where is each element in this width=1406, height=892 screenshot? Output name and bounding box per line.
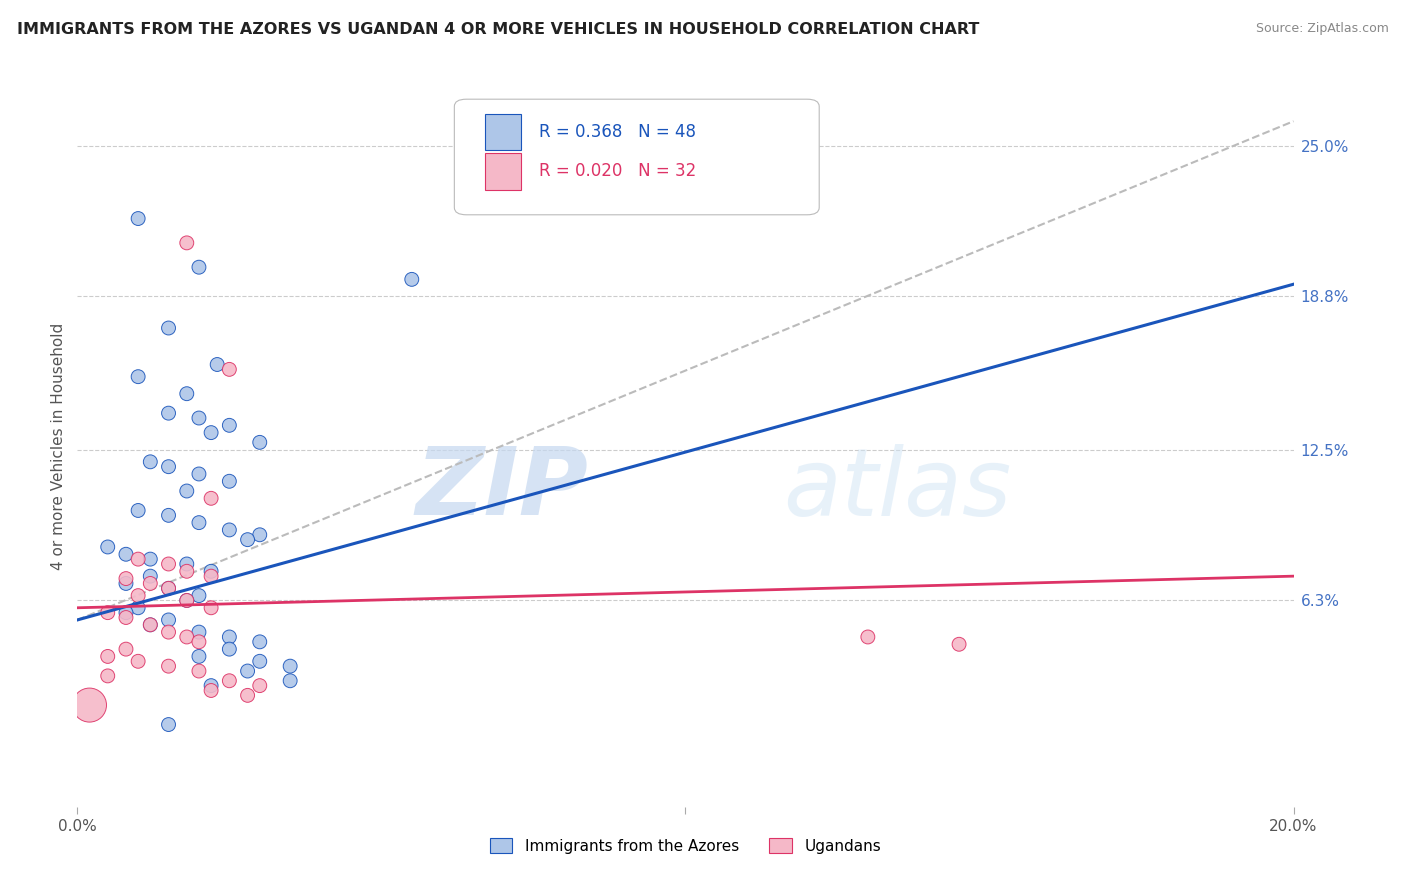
Text: IMMIGRANTS FROM THE AZORES VS UGANDAN 4 OR MORE VEHICLES IN HOUSEHOLD CORRELATIO: IMMIGRANTS FROM THE AZORES VS UGANDAN 4 … <box>17 22 979 37</box>
Point <box>188 635 211 649</box>
Point <box>127 503 149 517</box>
Point <box>205 358 228 372</box>
Point <box>115 642 138 657</box>
Point <box>188 625 211 640</box>
Point <box>127 654 149 668</box>
Point <box>157 582 180 596</box>
Point <box>856 630 879 644</box>
Point <box>139 455 162 469</box>
Point <box>139 569 162 583</box>
Point <box>139 552 162 566</box>
Point <box>115 547 138 561</box>
Point <box>176 235 198 250</box>
Point <box>157 321 180 335</box>
Point <box>176 386 198 401</box>
Point <box>157 625 180 640</box>
Point <box>127 369 149 384</box>
Point <box>157 613 180 627</box>
Point <box>200 679 222 693</box>
Point <box>218 418 240 433</box>
Point <box>218 642 240 657</box>
Point <box>200 425 222 440</box>
Point <box>79 698 101 712</box>
Point <box>249 635 271 649</box>
Point <box>188 411 211 425</box>
Point <box>97 606 120 620</box>
Point <box>176 564 198 578</box>
Point <box>249 654 271 668</box>
Point <box>115 576 138 591</box>
Point <box>97 540 120 554</box>
Point <box>218 673 240 688</box>
Bar <box>485 153 522 189</box>
Point <box>249 435 271 450</box>
Point <box>188 664 211 678</box>
Point <box>236 689 259 703</box>
Point <box>948 637 970 651</box>
Point <box>176 593 198 607</box>
Point <box>127 600 149 615</box>
Point <box>97 649 120 664</box>
Text: atlas: atlas <box>783 444 1011 535</box>
Point <box>200 600 222 615</box>
Point <box>115 606 138 620</box>
Point <box>176 483 198 498</box>
Point <box>127 589 149 603</box>
Point <box>200 491 222 506</box>
Point <box>188 649 211 664</box>
Point <box>278 659 301 673</box>
Point <box>157 508 180 523</box>
FancyBboxPatch shape <box>454 99 820 215</box>
Point <box>176 557 198 571</box>
Point <box>176 593 198 607</box>
Point <box>115 610 138 624</box>
Point <box>139 617 162 632</box>
Point <box>218 523 240 537</box>
Point <box>127 552 149 566</box>
Text: ZIP: ZIP <box>415 443 588 535</box>
Point <box>249 528 271 542</box>
Point <box>176 630 198 644</box>
Point <box>278 673 301 688</box>
Point <box>188 589 211 603</box>
Bar <box>485 113 522 150</box>
Point <box>157 717 180 731</box>
Point <box>127 211 149 226</box>
Point <box>218 630 240 644</box>
Point <box>236 664 259 678</box>
Point <box>188 516 211 530</box>
Point <box>157 582 180 596</box>
Point <box>236 533 259 547</box>
Text: Source: ZipAtlas.com: Source: ZipAtlas.com <box>1256 22 1389 36</box>
Text: R = 0.020   N = 32: R = 0.020 N = 32 <box>540 162 697 180</box>
Point <box>157 659 180 673</box>
Point <box>157 406 180 420</box>
Point <box>218 362 240 376</box>
Point <box>115 572 138 586</box>
Text: R = 0.368   N = 48: R = 0.368 N = 48 <box>540 123 696 141</box>
Point <box>218 475 240 489</box>
Y-axis label: 4 or more Vehicles in Household: 4 or more Vehicles in Household <box>51 322 66 570</box>
Point <box>188 467 211 481</box>
Point <box>200 683 222 698</box>
Point <box>200 564 222 578</box>
Point <box>249 679 271 693</box>
Point <box>200 569 222 583</box>
Point <box>157 557 180 571</box>
Point <box>401 272 423 286</box>
Point <box>157 459 180 474</box>
Point <box>139 576 162 591</box>
Point <box>188 260 211 275</box>
Point <box>139 617 162 632</box>
Point <box>97 669 120 683</box>
Legend: Immigrants from the Azores, Ugandans: Immigrants from the Azores, Ugandans <box>489 838 882 854</box>
